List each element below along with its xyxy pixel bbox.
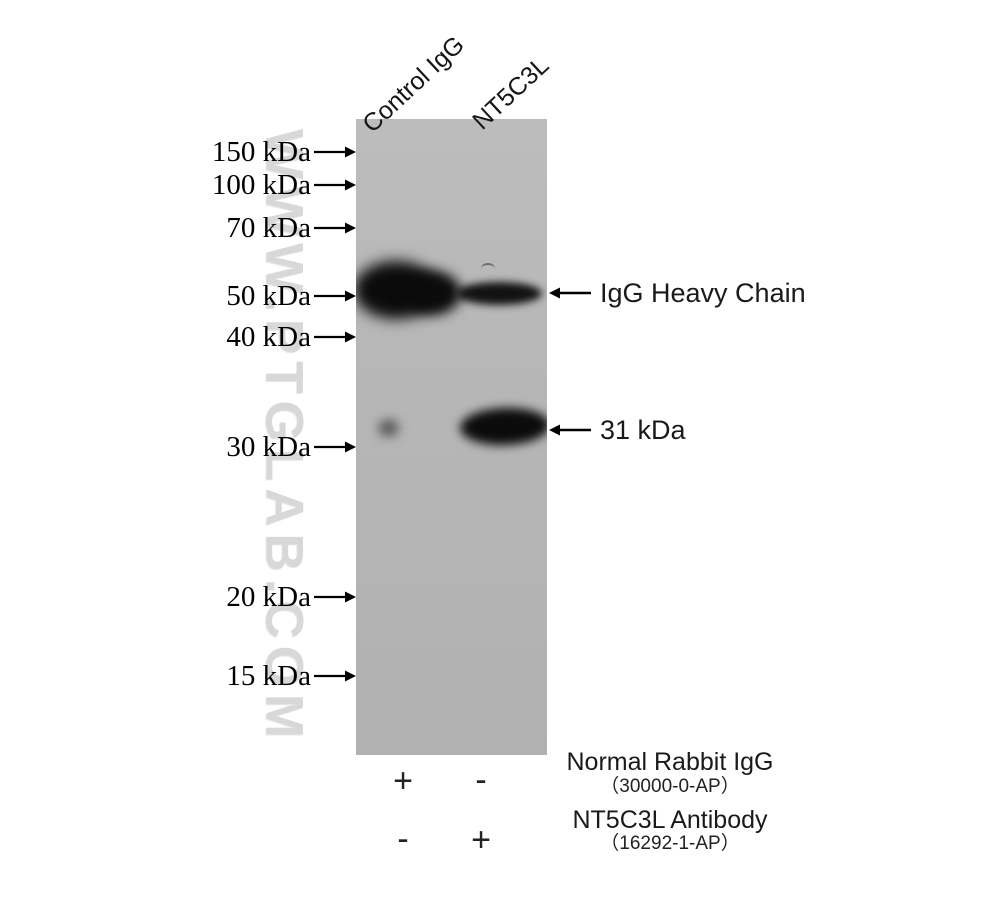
band-lane2-50kda <box>456 282 542 305</box>
right-arrow-icon <box>314 222 356 234</box>
right-arrow-icon <box>314 591 356 603</box>
reagent1-name: Normal Rabbit IgG <box>566 748 774 776</box>
treatment1-lane2-minus: - <box>475 761 487 799</box>
left-arrow-icon <box>549 424 591 436</box>
annotation-igg-heavy-chain: IgG Heavy Chain <box>549 276 806 310</box>
right-arrow-icon <box>314 146 356 158</box>
reagent2-catalog: （16292-1-AP） <box>600 833 740 854</box>
marker-label: 100 kDa <box>211 169 311 201</box>
reagent2-name: NT5C3L Antibody <box>572 806 768 834</box>
marker-70kda: 70 kDa <box>150 211 356 245</box>
band-lane1-31kda-faint <box>378 419 399 437</box>
marker-40kda: 40 kDa <box>150 320 356 354</box>
marker-label: 30 kDa <box>226 431 311 463</box>
left-arrow-icon <box>549 287 591 299</box>
blot-membrane <box>356 119 547 755</box>
blot-artifact-smudge <box>481 263 495 274</box>
marker-label: 40 kDa <box>226 321 311 353</box>
annotation-label: 31 kDa <box>600 415 686 445</box>
reagent1-catalog: （30000-0-AP） <box>600 776 740 797</box>
right-arrow-icon <box>314 670 356 682</box>
marker-50kda: 50 kDa <box>150 279 356 313</box>
marker-label: 15 kDa <box>226 660 311 692</box>
marker-100kda: 100 kDa <box>150 168 356 202</box>
marker-label: 50 kDa <box>226 280 311 312</box>
band-lane1-50kda-blob <box>404 271 461 315</box>
treatment2-lane2-plus: + <box>471 821 491 859</box>
right-arrow-icon <box>314 441 356 453</box>
marker-30kda: 30 kDa <box>150 430 356 464</box>
right-arrow-icon <box>314 290 356 302</box>
treatment2-lane1-minus: - <box>397 820 409 858</box>
band-lane2-31kda <box>459 406 547 447</box>
annotation-label: IgG Heavy Chain <box>600 278 806 308</box>
marker-20kda: 20 kDa <box>150 580 356 614</box>
marker-label: 20 kDa <box>226 581 311 613</box>
right-arrow-icon <box>314 331 356 343</box>
marker-label: 70 kDa <box>226 212 311 244</box>
right-arrow-icon <box>314 179 356 191</box>
treatment1-lane1-plus: + <box>393 762 413 800</box>
marker-15kda: 15 kDa <box>150 659 356 693</box>
marker-150kda: 150 kDa <box>150 135 356 169</box>
marker-label: 150 kDa <box>211 136 311 168</box>
annotation-31kda: 31 kDa <box>549 413 686 447</box>
